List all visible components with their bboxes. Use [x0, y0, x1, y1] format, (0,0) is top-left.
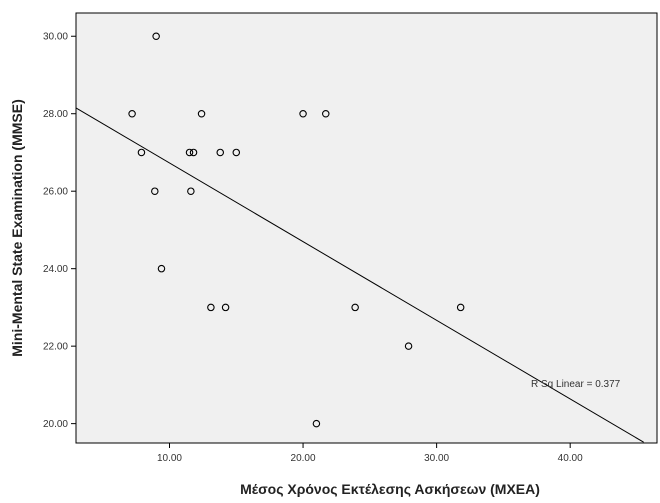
x-tick-label: 40.00 [558, 453, 583, 464]
x-tick-label: 30.00 [424, 453, 449, 464]
x-tick-label: 10.00 [157, 453, 182, 464]
y-tick-label: 24.00 [43, 264, 68, 275]
x-axis-ticks: 10.00 20.00 30.00 40.00 [157, 443, 583, 464]
data-point [157, 264, 166, 273]
data-point [137, 148, 146, 157]
y-tick-label: 20.00 [43, 419, 68, 430]
x-tick-label: 20.00 [291, 453, 316, 464]
r-squared-label: R Sq Linear = 0.377 [531, 379, 621, 390]
data-point [187, 187, 195, 195]
data-points [128, 32, 465, 428]
data-point [216, 148, 224, 157]
fit-line [75, 107, 644, 443]
y-tick-label: 30.00 [43, 32, 68, 43]
data-point [152, 32, 160, 40]
data-point [207, 303, 215, 312]
y-axis-title: Mini-Mental State Examination (MMSE) [9, 99, 25, 356]
plot-area [75, 12, 658, 444]
data-point [404, 342, 413, 350]
data-point [197, 109, 206, 118]
y-tick-label: 22.00 [43, 342, 68, 353]
data-point [299, 109, 307, 118]
data-point [151, 187, 159, 195]
data-point [185, 148, 194, 157]
data-point [221, 303, 230, 312]
x-axis-title: Μέσος Χρόνος Εκτέλεσης Ασκήσεων (ΜΧΕΑ) [240, 481, 540, 497]
data-point [351, 303, 359, 312]
y-axis-ticks: 20.00 22.00 24.00 26.00 28.00 30.00 [43, 32, 76, 430]
data-point [312, 419, 321, 428]
y-tick-label: 26.00 [43, 187, 68, 198]
data-point [322, 109, 330, 118]
y-tick-label: 28.00 [43, 109, 68, 120]
data-point [456, 303, 465, 312]
data-point [189, 148, 198, 157]
data-point [232, 148, 241, 157]
data-point [128, 109, 136, 118]
